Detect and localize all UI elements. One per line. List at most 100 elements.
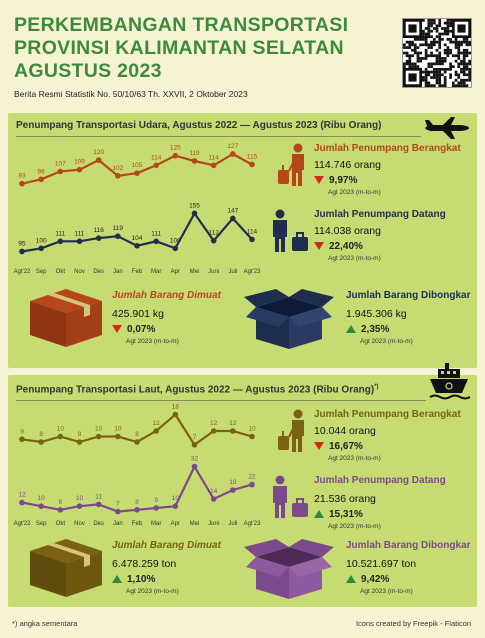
- data-label: 127: [227, 143, 238, 150]
- qr-code-icon[interactable]: [402, 18, 472, 88]
- data-point: [57, 168, 64, 175]
- sea-departure-change: 16,67%: [314, 441, 363, 452]
- x-tick-label: Agt'23: [244, 521, 261, 527]
- data-label: 95: [18, 240, 26, 247]
- data-label: 7: [193, 434, 197, 441]
- data-point: [57, 507, 64, 513]
- data-point: [95, 235, 102, 241]
- air-arrival-pct: 22,40%: [329, 241, 363, 252]
- data-label: 115: [247, 153, 258, 160]
- x-tick-label: Feb: [132, 521, 143, 527]
- data-label: 12: [210, 420, 218, 427]
- traveler-luggage-icon: [278, 409, 304, 452]
- data-label: 114: [247, 228, 258, 235]
- data-point: [115, 173, 121, 179]
- data-label: 107: [55, 160, 66, 167]
- air-departure-note: Agt 2023 (m-to-m): [328, 189, 381, 196]
- x-tick-label: Des: [93, 521, 104, 527]
- sea-arrival-label: Jumlah Penumpang Datang: [314, 475, 446, 486]
- data-point: [95, 157, 102, 163]
- data-point: [210, 496, 217, 502]
- air-goods-unloaded-note: Agt 2023 (m-to-m): [360, 338, 413, 345]
- air-departure-pct: 9,97%: [329, 175, 358, 186]
- data-point: [172, 152, 179, 159]
- air-arrival-value: 114.038 orang: [314, 225, 381, 237]
- data-label: 100: [36, 237, 47, 244]
- air-goods-loaded-label: Jumlah Barang Dimuat: [112, 290, 221, 301]
- x-tick-label: Mei: [190, 521, 200, 527]
- sea-goods-unloaded-change: 9,42%: [346, 574, 389, 585]
- traveler-luggage-icon: [278, 143, 304, 186]
- air-goods-loaded-note: Agt 2023 (m-to-m): [126, 338, 179, 345]
- data-label: 119: [113, 225, 124, 232]
- data-point: [38, 503, 44, 509]
- data-label: 10: [38, 495, 46, 502]
- x-tick-label: Nov: [74, 521, 85, 527]
- x-tick-label: Jan: [113, 269, 123, 275]
- x-tick-label: Okt: [56, 521, 66, 527]
- down-arrow-icon: [314, 442, 324, 451]
- data-label: 8: [78, 431, 82, 438]
- data-point: [19, 248, 25, 255]
- sea-goods-unloaded-note: Agt 2023 (m-to-m): [360, 588, 413, 595]
- sea-panel-title-mark: *): [374, 384, 379, 390]
- data-point: [115, 508, 121, 515]
- data-label: 9: [154, 497, 158, 504]
- sea-panel-title-text: Penumpang Transportasi Laut, Agustus 202…: [16, 384, 375, 396]
- data-label: 10: [248, 426, 256, 433]
- x-tick-label: Okt: [56, 269, 66, 275]
- data-point: [19, 180, 25, 187]
- data-point: [230, 428, 236, 434]
- data-point: [57, 238, 64, 245]
- data-label: 22: [248, 474, 256, 481]
- sea-divider: [16, 400, 426, 401]
- sea-arrival-pct: 15,31%: [329, 509, 363, 520]
- air-goods-loaded-value: 425.901 kg: [112, 308, 164, 320]
- data-label: 104: [132, 235, 143, 242]
- data-label: 10: [95, 426, 103, 433]
- data-label: 14: [210, 488, 218, 495]
- air-departure-label: Jumlah Penumpang Berangkat: [314, 143, 461, 154]
- data-label: 10: [57, 426, 65, 433]
- data-point: [38, 245, 44, 252]
- sea-panel-title: Penumpang Transportasi Laut, Agustus 202…: [16, 384, 379, 395]
- data-point: [153, 238, 159, 245]
- data-point: [191, 210, 198, 217]
- x-tick-label: Des: [93, 269, 104, 275]
- data-point: [249, 161, 255, 168]
- sea-goods-unloaded-label: Jumlah Barang Dibongkar: [346, 540, 471, 551]
- data-label: 100: [170, 237, 181, 244]
- air-goods-loaded-pct: 0,07%: [127, 324, 156, 335]
- sea-goods-loaded-pct: 1,10%: [127, 574, 156, 585]
- up-arrow-icon: [112, 575, 122, 584]
- x-tick-label: Nov: [74, 269, 85, 275]
- up-arrow-icon: [346, 575, 356, 584]
- page-title: PERKEMBANGAN TRANSPORTASI PROVINSI KALIM…: [14, 14, 348, 83]
- businessman-suitcase-icon: [273, 209, 308, 252]
- data-label: 8: [59, 499, 63, 506]
- data-label: 12: [153, 420, 161, 427]
- data-point: [76, 238, 83, 245]
- data-label: 10: [114, 426, 122, 433]
- sea-goods-loaded-value: 6.478.259 ton: [112, 558, 177, 570]
- up-arrow-icon: [314, 510, 324, 519]
- data-point: [210, 428, 217, 434]
- data-label: 147: [227, 207, 238, 214]
- data-point: [249, 433, 255, 440]
- sea-goods-loaded-change: 1,10%: [112, 574, 155, 585]
- data-label: 111: [55, 230, 65, 237]
- data-label: 102: [112, 165, 123, 172]
- data-point: [172, 245, 179, 252]
- sea-departure-pct: 16,67%: [329, 441, 363, 452]
- data-label: 155: [189, 202, 200, 209]
- sea-departure-note: Agt 2023 (m-to-m): [328, 455, 381, 462]
- title-line-3: AGUSTUS 2023: [14, 60, 162, 82]
- data-label: 114: [208, 154, 219, 161]
- data-label: 112: [208, 230, 219, 237]
- data-point: [76, 439, 83, 445]
- data-label: 109: [74, 159, 85, 166]
- data-label: 12: [18, 492, 26, 499]
- data-point: [153, 162, 159, 169]
- air-passenger-line-chart: 93 98 107 109 120 102 105 114 125 119 114 127 115 95 1…: [14, 143, 261, 275]
